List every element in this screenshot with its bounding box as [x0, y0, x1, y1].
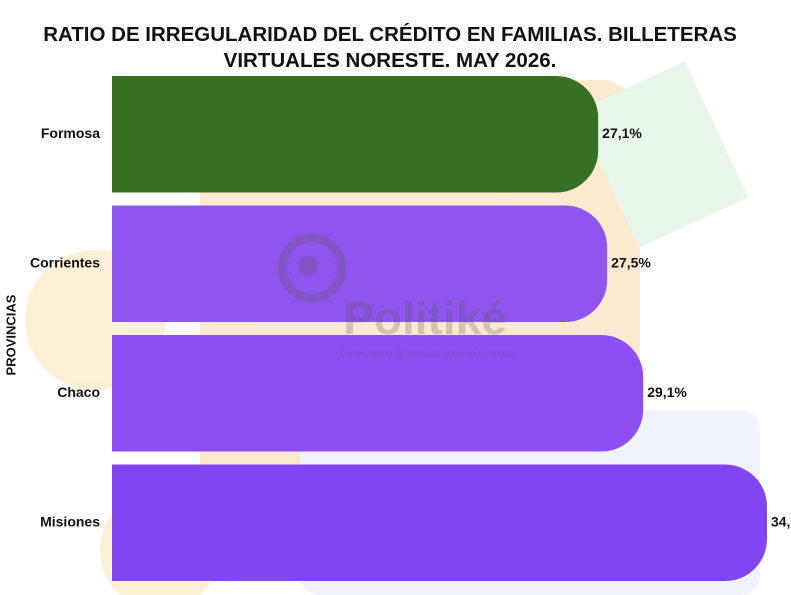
bar: [112, 205, 608, 323]
value-label: 34,6%: [771, 513, 791, 529]
bar: [112, 464, 767, 582]
y-tick-label: Formosa: [41, 125, 100, 141]
value-label: 29,1%: [647, 384, 687, 400]
y-tick-label: Chaco: [57, 384, 100, 400]
y-tick-label: Misiones: [40, 513, 100, 529]
y-axis-label: PROVINCIAS: [3, 294, 18, 375]
bar: [112, 76, 599, 193]
value-label: 27,1%: [602, 125, 642, 141]
watermark: Politiké Observatorio de políticas públi…: [277, 233, 514, 358]
chart-title: RATIO DE IRREGULARIDAD DEL CRÉDITO EN FA…: [43, 23, 737, 72]
watermark-subtitle: Observatorio de políticas públicas Formo…: [340, 348, 513, 358]
y-tick-label: Corrientes: [30, 254, 100, 270]
watermark-text: Politiké: [343, 292, 507, 344]
bar: [112, 335, 644, 452]
value-label: 27,5%: [611, 254, 651, 270]
